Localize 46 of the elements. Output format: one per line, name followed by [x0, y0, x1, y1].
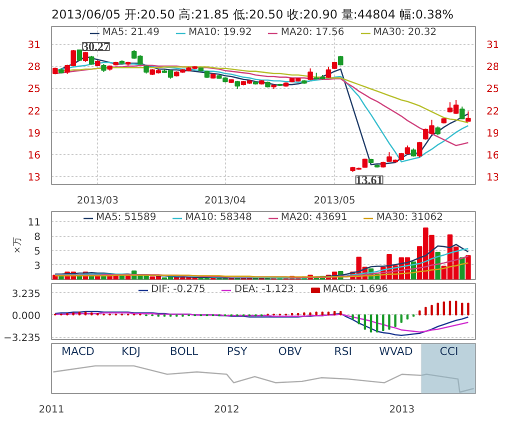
- legend-label: MACD: 1.696: [322, 284, 388, 295]
- text: PSY: [226, 344, 248, 358]
- y-tick-label: −3.235: [3, 333, 41, 344]
- text: WVAD: [379, 344, 413, 358]
- y-tick-label: 0.000: [12, 310, 41, 322]
- y-tick-label: 11: [28, 218, 41, 229]
- y-tick-label: 16: [28, 150, 41, 162]
- y-tick-label: 13: [28, 172, 41, 184]
- legend-label: MA5: 21.49: [102, 27, 160, 38]
- x-tick-label: 2012: [214, 404, 240, 416]
- text: KDJ: [122, 344, 140, 358]
- legend-label: MA20: 17.56: [280, 27, 344, 38]
- x-tick-label: 2013/05: [314, 196, 356, 206]
- x-tick-label: 2013/03: [76, 196, 118, 206]
- text: BOLL: [170, 344, 200, 358]
- legend-label: MA10: 19.92: [188, 27, 252, 38]
- y2-tick-label: 31: [486, 40, 500, 52]
- y-tick-label: 28: [28, 62, 41, 74]
- y2-tick-label: 25: [486, 84, 500, 96]
- text: CCI: [440, 344, 458, 358]
- x-tick-label: 2013/04: [204, 196, 246, 206]
- legend-label: DIF: -0.275: [150, 284, 206, 295]
- y-axis-title: ×万: [12, 237, 23, 254]
- chart-title: 2013/06/05 开:20.50 高:21.85 低:20.50 收:20.90 量:44804 幅:0.38%: [52, 8, 454, 22]
- y-tick-label: 5: [34, 246, 41, 258]
- y-tick-label: 25: [28, 84, 41, 96]
- y-tick-label: 3.235: [12, 288, 41, 300]
- text: MACD: [62, 344, 94, 358]
- legend-label: MA5: 51589: [96, 212, 156, 223]
- legend-label: DEA: -1.123: [234, 284, 294, 295]
- y-tick-label: 19: [28, 128, 41, 140]
- text: RSI: [334, 344, 352, 358]
- text: OBV: [278, 344, 302, 358]
- y2-tick-label: 13: [486, 172, 500, 184]
- legend-label: MA30: 31062: [376, 212, 443, 223]
- legend-label: MA10: 58348: [185, 212, 252, 223]
- y-tick-label: 31: [28, 40, 41, 52]
- legend-label: MA20: 43691: [280, 212, 348, 223]
- y-tick-label: 3: [34, 260, 41, 272]
- y2-tick-label: 22: [486, 106, 500, 118]
- x-tick-label: 2013: [389, 404, 415, 416]
- x-tick-label: 2011: [38, 404, 64, 416]
- y-tick-label: 8: [34, 232, 41, 244]
- legend-label: MA30: 20.32: [373, 27, 437, 38]
- annotation: 13.61: [356, 172, 383, 187]
- y-tick-label: 22: [28, 106, 41, 118]
